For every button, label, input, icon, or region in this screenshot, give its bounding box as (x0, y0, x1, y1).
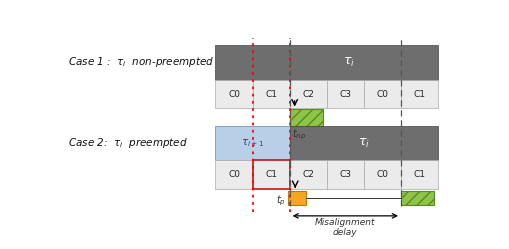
Bar (327, 80, 364, 109)
Bar (364, 80, 401, 109)
Bar (290, 80, 327, 109)
Bar (290, 160, 327, 189)
Bar (252, 160, 290, 189)
Bar (288, 191, 306, 205)
Text: C3: C3 (340, 170, 351, 179)
Bar (401, 160, 438, 189)
Text: C0: C0 (228, 170, 240, 179)
Text: $\tau_{i+1}$: $\tau_{i+1}$ (241, 137, 264, 149)
Text: C0: C0 (376, 170, 388, 179)
Text: Case 1 :  $\tau_i$  non-preempted: Case 1 : $\tau_i$ non-preempted (68, 56, 214, 69)
Bar (252, 80, 290, 109)
Text: C1: C1 (413, 170, 426, 179)
Bar (215, 80, 252, 109)
Text: C1: C1 (413, 90, 426, 99)
Bar (290, 110, 323, 126)
Text: C2: C2 (302, 90, 314, 99)
Text: C3: C3 (340, 90, 351, 99)
Bar (327, 160, 364, 189)
Text: $\tau_i$: $\tau_i$ (343, 56, 355, 69)
Bar (401, 191, 434, 205)
Text: $t_p$: $t_p$ (276, 194, 286, 208)
Text: C0: C0 (228, 90, 240, 99)
Bar (215, 160, 252, 189)
Bar (401, 80, 438, 109)
Text: C2: C2 (302, 170, 314, 179)
Bar (290, 126, 438, 160)
Text: Case 2:  $\tau_i$  preempted: Case 2: $\tau_i$ preempted (68, 136, 187, 150)
Bar (215, 126, 290, 160)
Text: Misalignment
delay: Misalignment delay (315, 218, 376, 237)
Text: C1: C1 (265, 90, 277, 99)
Text: C0: C0 (376, 90, 388, 99)
Text: $t_{np}$: $t_{np}$ (292, 128, 306, 142)
Text: C1: C1 (265, 170, 277, 179)
Bar (215, 45, 438, 80)
Text: $\tau_i$: $\tau_i$ (358, 136, 370, 150)
Bar (364, 160, 401, 189)
